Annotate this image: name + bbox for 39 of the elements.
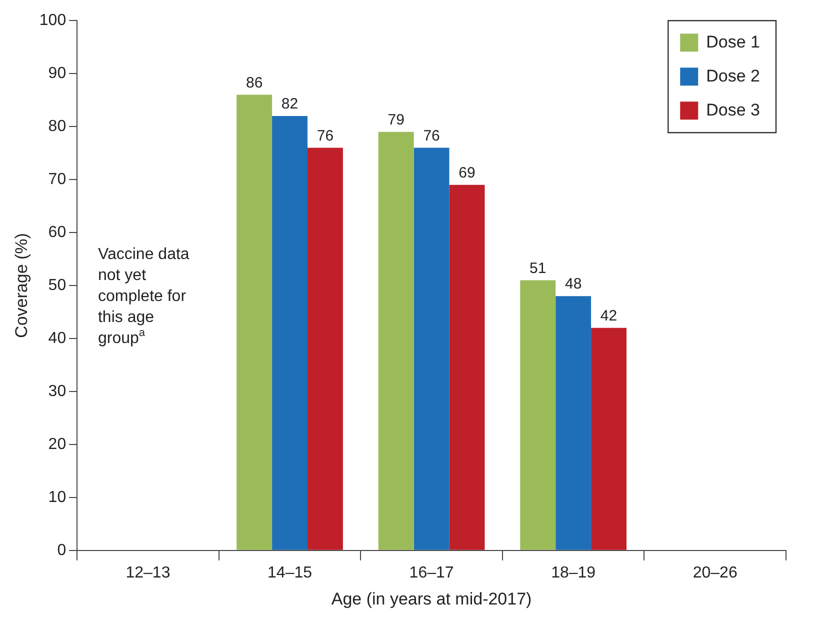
data-label: 82: [281, 96, 298, 113]
y-tick-label: 40: [48, 330, 66, 347]
data-label: 51: [530, 260, 546, 277]
y-tick-label: 100: [39, 12, 66, 30]
bar: [272, 116, 308, 550]
bar: [414, 148, 450, 550]
y-tick-label: 20: [48, 436, 66, 453]
legend-label: Dose 2: [706, 66, 760, 86]
data-label: 86: [246, 74, 263, 92]
y-tick-label: 0: [57, 542, 66, 559]
data-label: 76: [423, 127, 440, 144]
bar: [236, 94, 272, 550]
data-label: 69: [458, 164, 476, 182]
legend-label: Dose 1: [706, 32, 760, 52]
bar: [520, 280, 556, 550]
legend-label: Dose 3: [706, 100, 760, 120]
y-axis-title: Coverage (%): [12, 233, 31, 338]
data-label: 48: [564, 276, 582, 293]
x-tick-label: 16–17: [409, 564, 454, 582]
bar: [556, 296, 592, 550]
x-tick-label: 14–15: [268, 564, 312, 582]
y-tick-label: 90: [48, 64, 66, 82]
y-tick-label: 10: [48, 488, 66, 506]
x-tick-label: 18–19: [551, 564, 596, 582]
y-tick-label: 70: [48, 170, 66, 188]
data-label: 76: [316, 127, 334, 144]
bar: [307, 148, 343, 550]
x-axis-title: Age (in years at mid-2017): [331, 589, 532, 608]
data-label: 79: [388, 112, 404, 128]
y-tick-label: 80: [48, 118, 66, 135]
data-label: 42: [600, 308, 618, 325]
x-tick-label: 20–26: [692, 564, 738, 582]
y-tick-label: 60: [48, 224, 66, 241]
x-tick-label: 12–13: [126, 564, 170, 582]
bar: [591, 328, 626, 550]
y-tick-label: 30: [48, 382, 66, 400]
bar: [378, 132, 414, 550]
bar: [449, 184, 485, 550]
y-tick-label: 50: [48, 276, 66, 294]
